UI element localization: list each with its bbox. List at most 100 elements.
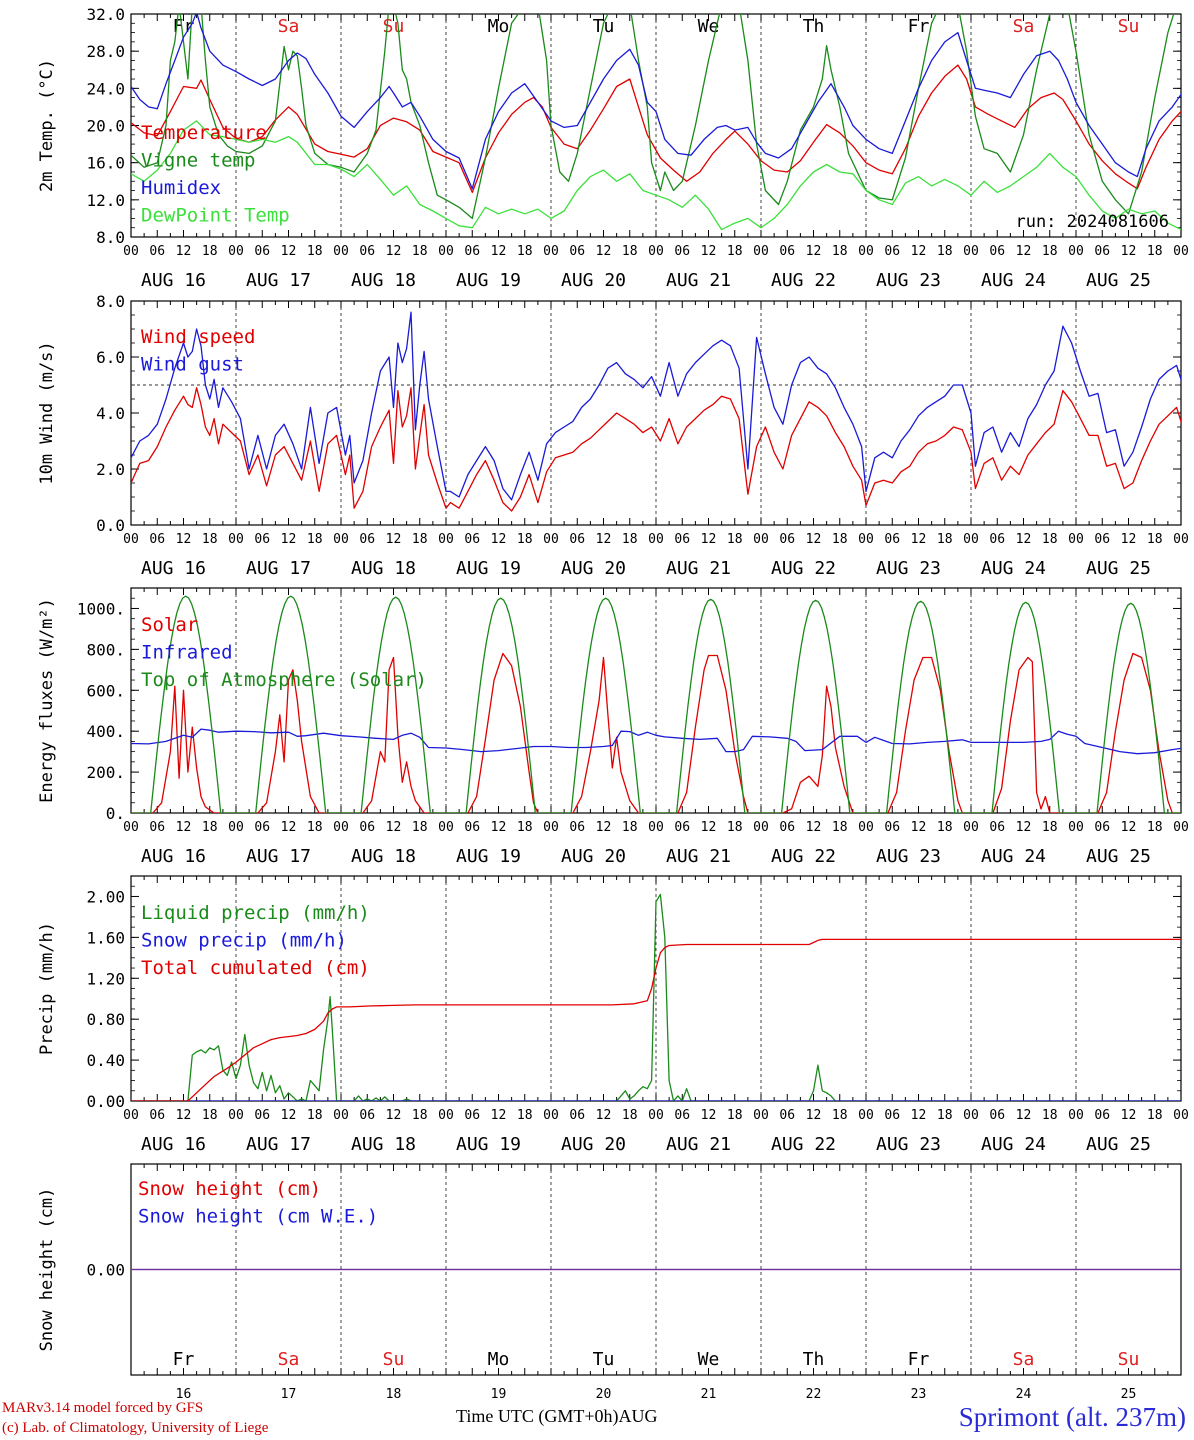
hour-tick-label: 18 [832,532,848,547]
hour-tick-label: 06 [884,532,900,547]
hour-tick-label: 06 [359,1108,375,1123]
hour-tick-label: 00 [648,532,664,547]
hour-tick-label: 00 [858,820,874,835]
date-label: AUG 16 [141,558,206,579]
hour-tick-label: 18 [517,244,533,259]
date-label: AUG 23 [876,270,941,291]
day-number-label: 23 [911,1387,927,1402]
date-label: AUG 25 [1086,558,1151,579]
hour-tick-label: 12 [281,820,297,835]
hour-tick-label: 12 [1016,532,1032,547]
hour-tick-label: 18 [1147,1108,1163,1123]
hour-tick-label: 12 [701,820,717,835]
panel-temperature: 8.0 12.0 16.0 20.0 24.0 28.0 32.0 2m Temp. (°C)… [37,5,1189,291]
hour-tick-label: 00 [333,532,349,547]
hour-tick-label: 18 [202,820,218,835]
hour-tick-label: 06 [254,820,270,835]
y-tick-label: 0.00 [86,1261,125,1280]
y-tick-label: 1000. [77,599,125,618]
hour-tick-label: 00 [543,820,559,835]
hour-tick-label: 18 [937,244,953,259]
hour-tick-label: 18 [202,1108,218,1123]
hour-tick-label: 06 [149,532,165,547]
hour-tick-label: 06 [569,532,585,547]
run-label: run: 2024081606 [1015,212,1169,232]
weekday-label: We [698,1349,720,1370]
hour-tick-label: 00 [1173,820,1189,835]
station-label: Sprimont (alt. 237m) [958,1402,1186,1432]
weekday-label: Su [383,1349,405,1370]
date-label: AUG 16 [141,1134,206,1155]
hour-tick-label: 06 [464,244,480,259]
hour-tick-label: 18 [307,532,323,547]
legend-label: Humidex [141,177,221,199]
y-tick-label: 0. [106,804,125,823]
y-tick-label: 16.0 [86,154,125,173]
hour-tick-label: 12 [701,532,717,547]
y-tick-label: 200. [86,763,125,782]
date-label: AUG 19 [456,1134,521,1155]
hour-tick-label: 06 [674,1108,690,1123]
legend-label: Solar [141,614,198,636]
hour-tick-label: 12 [176,820,192,835]
series-line-red [131,652,1181,813]
day-number-label: 25 [1121,1387,1137,1402]
hour-tick-label: 12 [806,820,822,835]
day-number-label: 20 [596,1387,612,1402]
date-label: AUG 20 [561,846,626,867]
hour-tick-label: 12 [911,244,927,259]
series-line-blue [131,311,1181,501]
date-label: AUG 24 [981,270,1046,291]
hour-tick-label: 12 [596,532,612,547]
hour-tick-label: 12 [176,1108,192,1123]
date-label: AUG 17 [246,558,311,579]
date-label: AUG 21 [666,270,731,291]
hour-tick-label: 12 [1016,820,1032,835]
y-tick-label: 12.0 [86,191,125,210]
x-axis-title: Time UTC (GMT+0h)AUG [456,1406,658,1426]
hour-tick-label: 00 [543,1108,559,1123]
date-label: AUG 18 [351,846,416,867]
hour-tick-label: 00 [123,1108,139,1123]
hour-tick-label: 06 [464,532,480,547]
hour-tick-label: 18 [1147,532,1163,547]
hour-tick-label: 06 [674,532,690,547]
y-tick-label: 800. [86,640,125,659]
y-tick-label: 0.80 [86,1010,125,1029]
hour-tick-label: 12 [386,244,402,259]
hour-tick-label: 00 [438,1108,454,1123]
hour-tick-label: 18 [622,532,638,547]
hour-tick-label: 06 [149,1108,165,1123]
hour-tick-label: 06 [989,1108,1005,1123]
hour-tick-label: 18 [307,244,323,259]
y-tick-label: 2.0 [96,460,125,479]
hour-tick-label: 12 [1121,532,1137,547]
hour-tick-label: 00 [228,820,244,835]
hour-tick-label: 18 [307,1108,323,1123]
hour-tick-label: 12 [176,532,192,547]
weekday-label: Fr [908,1349,930,1370]
y-tick-label: 32.0 [86,5,125,24]
hour-tick-label: 12 [806,1108,822,1123]
weekday-label: Su [1118,16,1140,37]
series-line-light_green [131,120,1181,231]
hour-tick-label: 18 [412,244,428,259]
model-credit: MARv3.14 model forced by GFS [2,1400,204,1416]
hour-tick-label: 00 [858,1108,874,1123]
series-group [131,311,1181,512]
hour-tick-label: 00 [1068,244,1084,259]
series-line-green [131,595,1181,813]
hour-tick-label: 00 [753,532,769,547]
date-label: AUG 18 [351,558,416,579]
hour-tick-label: 18 [937,820,953,835]
y-axis-label: Snow height (cm) [37,1188,57,1352]
hour-tick-label: 06 [1094,820,1110,835]
hour-tick-label: 18 [1147,244,1163,259]
weekday-label: Sa [278,16,300,37]
date-label: AUG 18 [351,270,416,291]
hour-tick-label: 00 [543,244,559,259]
hour-tick-label: 00 [228,244,244,259]
hour-tick-label: 00 [1173,1108,1189,1123]
legend-label: Wind gust [141,354,244,376]
date-label: AUG 22 [771,558,836,579]
